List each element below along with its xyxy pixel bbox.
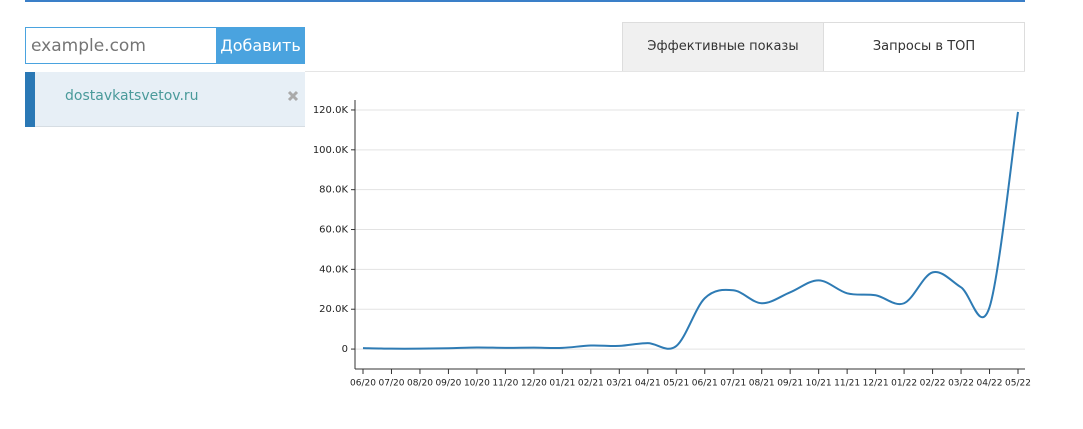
x-tick-label: 04/21	[635, 379, 661, 389]
x-tick-label: 03/21	[606, 379, 632, 389]
x-tick-label: 07/21	[720, 379, 746, 389]
x-tick-label: 05/22	[1005, 379, 1031, 389]
x-tick-label: 10/20	[464, 379, 490, 389]
y-tick-label: 80.0K	[319, 185, 348, 196]
site-name: dostavkatsvetov.ru	[65, 88, 199, 104]
x-tick-label: 06/20	[350, 379, 376, 389]
x-tick-label: 10/21	[806, 379, 832, 389]
x-tick-label: 12/21	[863, 379, 889, 389]
y-tick-label: 20.0K	[319, 304, 348, 315]
site-item[interactable]: dostavkatsvetov.ru	[25, 72, 305, 127]
x-tick-label: 08/21	[749, 379, 775, 389]
x-tick-label: 01/21	[549, 379, 575, 389]
y-tick-label: 120.0K	[313, 105, 349, 116]
x-tick-label: 02/22	[920, 379, 946, 389]
x-tick-label: 03/22	[948, 379, 974, 389]
x-tick-label: 09/20	[435, 379, 461, 389]
x-tick-label: 12/20	[521, 379, 547, 389]
x-tick-label: 01/22	[891, 379, 917, 389]
divider	[305, 71, 1025, 72]
line-series	[362, 111, 1019, 350]
x-tick-label: 06/21	[692, 379, 718, 389]
site-marker	[25, 72, 35, 127]
x-tick-label: 08/20	[407, 379, 433, 389]
top-bar	[25, 0, 1025, 2]
y-tick-label: 60.0K	[319, 225, 348, 236]
x-tick-label: 09/21	[777, 379, 803, 389]
remove-icon[interactable]	[287, 90, 299, 102]
y-tick-label: 100.0K	[313, 145, 349, 156]
domain-input[interactable]	[25, 27, 217, 64]
x-tick-label: 02/21	[578, 379, 604, 389]
x-tick-label: 05/21	[663, 379, 689, 389]
y-tick-label: 40.0K	[319, 264, 348, 275]
x-tick-label: 11/20	[492, 379, 518, 389]
x-tick-label: 07/20	[379, 379, 405, 389]
add-button[interactable]: Добавить	[216, 27, 305, 64]
x-tick-label: 11/21	[834, 379, 860, 389]
y-tick-label: 0	[342, 344, 348, 355]
x-tick-label: 04/22	[977, 379, 1003, 389]
tab-active[interactable]: Эффективные показы	[622, 22, 824, 72]
